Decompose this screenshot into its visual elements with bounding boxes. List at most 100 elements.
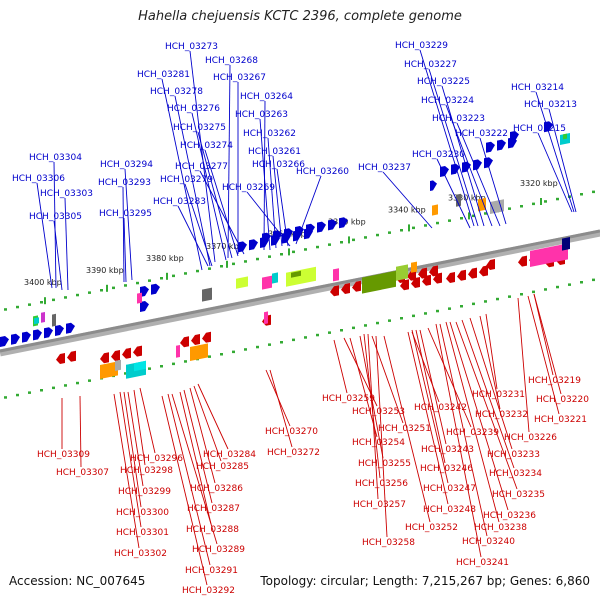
annotation-block [432,204,438,216]
annotation-block [272,272,278,284]
lower-rail-dot [424,312,427,315]
reverse-gene-arrow [100,352,109,364]
reverse-gene-label: HCH_03259 [322,394,375,404]
reverse-gene-label: HCH_03255 [358,459,411,469]
annotation-block [456,193,461,207]
forward-gene-label: HCH_03215 [513,124,566,134]
lower-rail-dot [40,389,43,392]
forward-gene-label: HCH_03266 [252,160,305,170]
lower-rail-dot [460,305,463,308]
forward-gene-leader [246,191,291,247]
reverse-gene-leader [171,393,218,545]
forward-gene-arrow [44,327,53,339]
forward-gene-arrow [440,166,449,177]
lower-rail-dot [148,367,151,370]
forward-gene-leader [64,197,69,291]
scale-label: 3340 kbp [388,205,426,214]
reverse-gene-leader [411,331,440,403]
reverse-gene-arrow [418,267,427,279]
upper-rail-dot [148,279,151,282]
reverse-gene-leader [139,387,156,454]
reverse-gene-leader [533,293,554,376]
annotation-block [34,317,39,325]
scale-tick [166,272,168,280]
annotation-block [530,243,568,267]
genome-backbone-core [0,229,600,353]
reverse-gene-label: HCH_03238 [474,523,527,533]
forward-gene-label: HCH_03269 [222,183,275,193]
upper-rail-dot [160,277,163,280]
forward-gene-arrow [140,301,149,312]
lower-rail-dot [256,345,259,349]
upper-rail-dot [256,257,259,261]
upper-rail-dot [448,219,451,222]
annotation-block [190,343,208,361]
reverse-gene-arrow [122,347,131,359]
annotation-block [563,133,567,140]
upper-rail-dot [532,202,535,206]
reverse-gene-leader [79,395,82,468]
lower-rail-dot [364,324,367,327]
reverse-gene-label: HCH_03270 [265,427,318,437]
scale-tick [106,284,108,292]
reverse-gene-leader [461,319,515,469]
forward-gene-leader [537,132,573,213]
reverse-gene-leader [533,293,562,395]
lower-rail-dot [232,350,235,354]
lower-rail-dot [532,290,535,294]
reverse-gene-arrow [202,331,211,343]
forward-gene-label: HCH_03304 [29,153,82,163]
forward-gene-arrow [249,239,258,251]
reverse-gene-arrow [180,336,189,348]
scale-label: 3400 kbp [24,278,62,287]
reverse-gene-label: HCH_03291 [185,566,238,576]
reverse-gene-arrow [446,272,455,283]
lower-rail-dot [508,295,511,298]
reverse-gene-leader [479,315,501,410]
reverse-gene-leader [197,383,229,450]
reverse-gene-label: HCH_03243 [421,445,474,455]
forward-gene-arrow [66,322,75,334]
upper-rail-dot [244,260,247,263]
forward-gene-label: HCH_03262 [243,129,296,139]
lower-rail-dot [340,329,343,332]
reverse-gene-leader [123,391,142,508]
lower-rail-dot [4,396,7,399]
forward-gene-leader [174,95,211,267]
scale-label: 3330 kbp [448,193,486,202]
forward-gene-label: HCH_03306 [12,174,65,184]
lower-rail-dot [472,302,475,306]
reverse-gene-leader [189,387,216,484]
reverse-gene-leader [113,393,140,549]
forward-gene-leader [122,186,125,283]
reverse-gene-label: HCH_03257 [353,500,406,510]
lower-rail-dot [184,360,187,363]
annotation-block [236,276,248,289]
reverse-gene-leader [427,327,472,428]
scale-label: 3370 kbp [206,242,244,251]
scale-tick [288,248,290,256]
annotation-block [262,275,272,290]
forward-gene-label: HCH_03305 [29,212,82,222]
upper-rail-dot [16,305,19,309]
forward-gene-label: HCH_03294 [100,160,153,170]
upper-rail-dot [484,212,487,215]
forward-gene-label: HCH_03214 [511,83,564,93]
reverse-gene-label: HCH_03286 [190,484,243,494]
reverse-gene-label: HCH_03287 [187,504,240,514]
scale-tick [226,260,228,268]
forward-gene-leader [295,175,322,245]
forward-gene-label: HCH_03275 [173,123,226,133]
forward-gene-label: HCH_03273 [165,42,218,52]
scale-tick [348,236,350,244]
forward-gene-leader [124,168,133,281]
forward-gene-arrow [306,223,315,235]
lower-rail-dot [412,314,415,318]
reverse-gene-label: HCH_03309 [37,450,90,460]
annotation-block [41,312,45,323]
forward-gene-arrow [430,180,437,191]
upper-rail-dot [220,265,223,268]
upper-rail-dot [304,248,307,251]
